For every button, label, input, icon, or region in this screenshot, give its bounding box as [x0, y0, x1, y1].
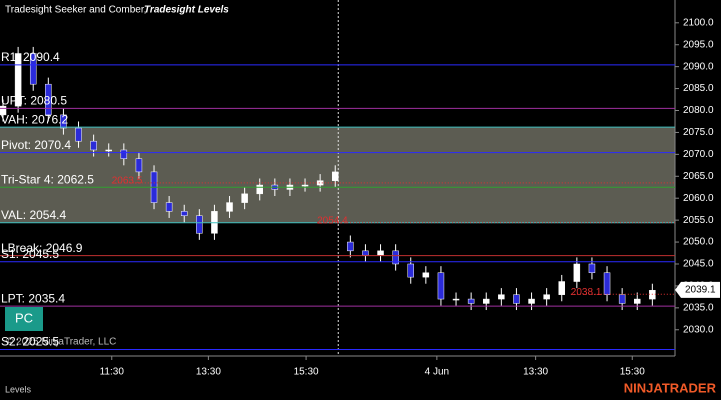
brand: NINJATRADER — [624, 380, 717, 395]
candle-body — [498, 294, 505, 300]
y-tick-label: 2085.0 — [683, 83, 714, 94]
candle-body — [437, 272, 445, 300]
y-tick-label: 2095.0 — [683, 39, 714, 50]
tab-label: Levels — [5, 384, 32, 394]
candle-body — [14, 53, 22, 107]
candle-body — [241, 193, 248, 203]
candle-body — [407, 263, 414, 278]
candle-body — [196, 215, 203, 234]
y-tick-label: 2065.0 — [683, 171, 714, 182]
x-tick-label: 13:30 — [523, 367, 548, 378]
marker-label: 2054.4 — [317, 215, 348, 226]
level-label: VAH: 2076.2 — [1, 112, 68, 126]
y-tick-label: 2060.0 — [683, 193, 714, 204]
candle-body — [226, 202, 233, 212]
candle-body — [377, 250, 384, 256]
candle-body — [120, 149, 128, 159]
plot — [0, 0, 675, 356]
level-label: VAL: 2054.4 — [1, 208, 66, 222]
candle-body — [90, 140, 97, 151]
candle-body — [633, 298, 641, 304]
y-tick-label: 2100.0 — [683, 17, 714, 28]
x-tick-label: 4 Jun — [425, 367, 449, 378]
candle-body — [165, 202, 173, 212]
candle-body — [256, 184, 263, 195]
candle-body — [482, 298, 490, 304]
chart-title: Tradesight Seeker and Comber, — [5, 5, 146, 16]
y-tick-label: 2070.0 — [683, 149, 714, 160]
x-tick-label: 11:30 — [100, 367, 125, 378]
y-tick-label: 2055.0 — [683, 215, 714, 226]
candle-body — [105, 149, 112, 152]
chart-subtitle: Tradesight Levels — [144, 5, 229, 16]
candle-body — [60, 114, 67, 129]
candle-body — [467, 298, 475, 304]
y-tick-label: 2090.0 — [683, 61, 714, 72]
candle-body — [543, 294, 550, 300]
candle-body — [422, 272, 430, 278]
y-tick-label: 2035.0 — [683, 302, 714, 313]
candle-body — [603, 272, 611, 295]
level-label: LBreak: 2046.9 — [1, 241, 83, 255]
x-tick-label: 15:30 — [620, 367, 645, 378]
marker-label: 2038.1 — [571, 287, 602, 298]
copyright: © 2025 NinjaTrader, LLC — [6, 337, 116, 348]
level-label: UPT: 2080.5 — [1, 93, 67, 107]
y-tick-label: 2075.0 — [683, 127, 714, 138]
marker-label: 2063.5 — [112, 176, 143, 187]
candle-body — [558, 281, 565, 295]
level-label: S2: 2025.5 — [1, 335, 59, 349]
candle-body — [180, 211, 188, 216]
level-label: Tri-Star 4: 2062.5 — [1, 172, 94, 186]
y-tick-label: 2045.0 — [683, 259, 714, 270]
x-tick-label: 13:30 — [196, 367, 221, 378]
price-tag — [675, 281, 720, 298]
candle-body — [618, 294, 626, 304]
candle-body — [75, 127, 82, 142]
candle-body — [528, 298, 535, 304]
level-label: Pivot: 2070.4 — [1, 138, 71, 152]
candle-body — [513, 294, 520, 304]
y-tick-label: 2050.0 — [683, 237, 714, 248]
candle-body — [573, 263, 581, 282]
candle-body — [316, 180, 324, 186]
pc-button-label[interactable]: PC — [15, 310, 33, 325]
y-tick-label: 2030.0 — [683, 324, 714, 335]
x-tick-label: 15:30 — [294, 367, 319, 378]
y-tick-label: 2080.0 — [683, 105, 714, 116]
pc-button[interactable] — [5, 307, 43, 331]
level-label: R1: 2090.4 — [1, 50, 60, 64]
level-label: S1: 2045.5 — [1, 247, 59, 261]
candle-body — [0, 105, 7, 116]
candle-body — [331, 171, 339, 181]
candle-body — [29, 53, 37, 85]
candle-body — [362, 250, 369, 256]
candle-body — [392, 250, 399, 265]
candle-body — [135, 158, 143, 173]
candle-body — [452, 298, 460, 301]
candle-body — [301, 184, 309, 187]
candle-body — [45, 83, 52, 116]
candle-body — [588, 263, 596, 274]
level-label: LPT: 2035.4 — [1, 291, 65, 305]
price-tag-label: 2039.1 — [685, 284, 716, 295]
candle-body — [347, 241, 354, 252]
